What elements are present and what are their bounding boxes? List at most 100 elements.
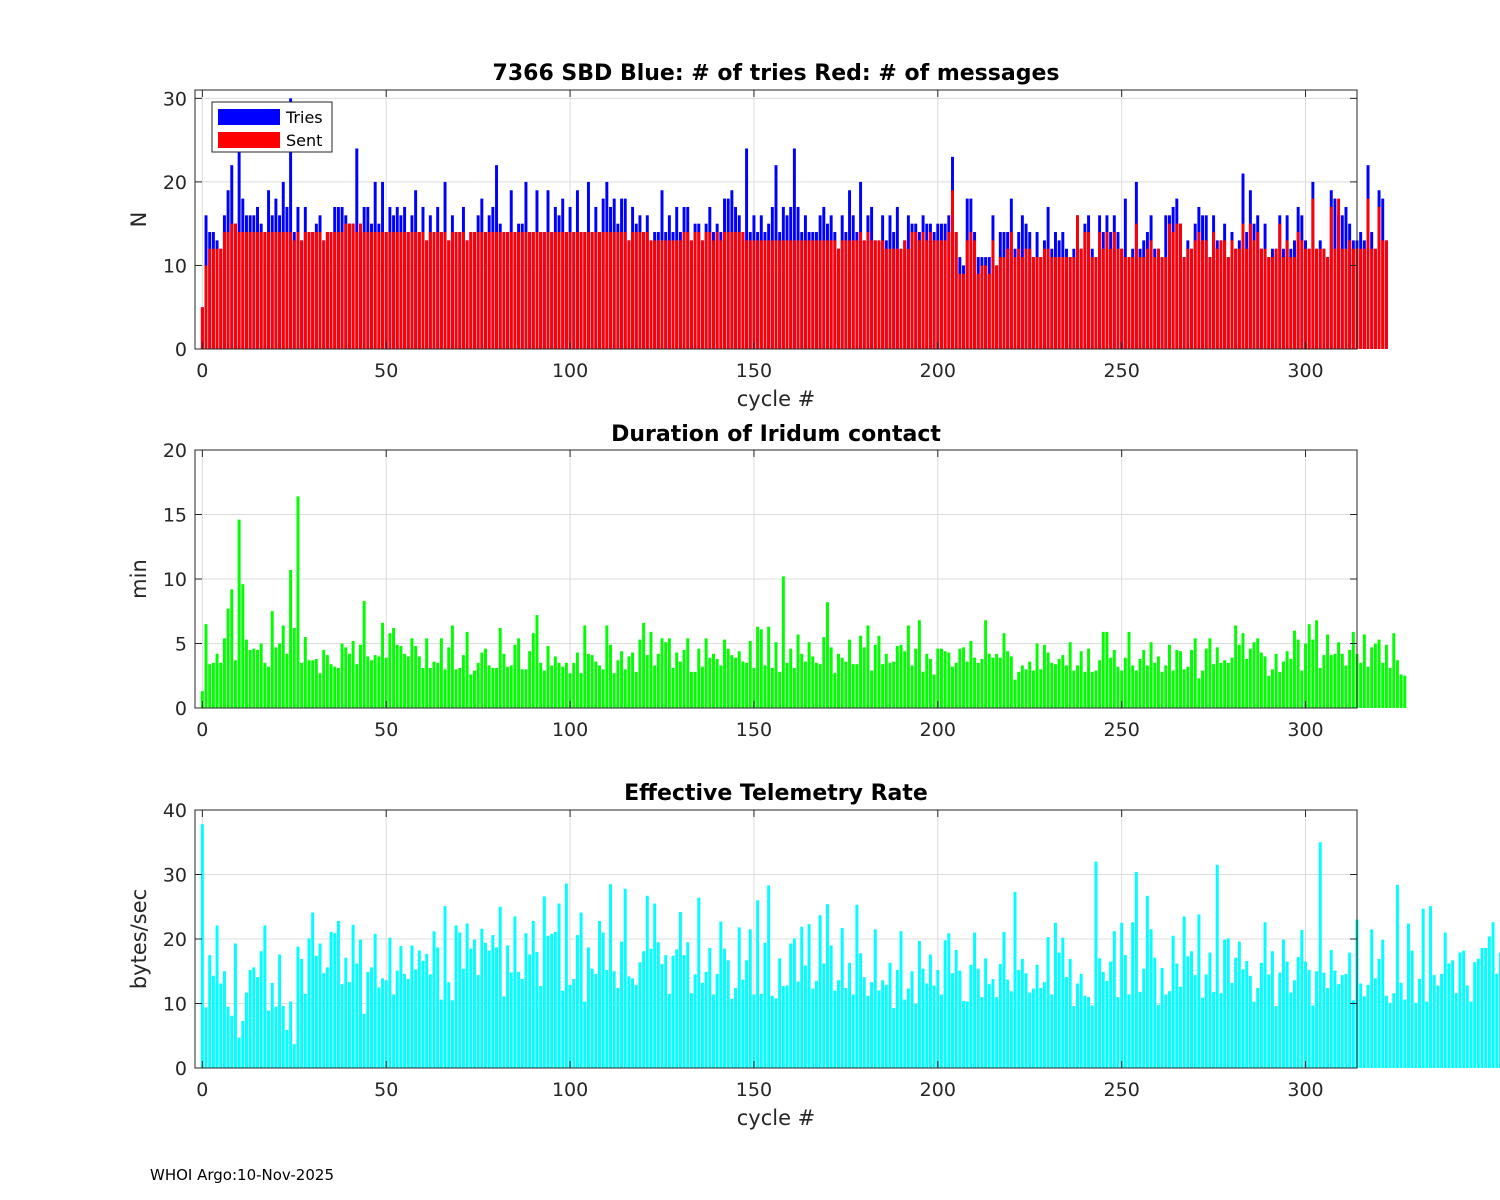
sent-bar: [1351, 248, 1355, 349]
duration-bar: [973, 657, 977, 708]
sent-bar: [274, 232, 278, 349]
rate-bar: [1083, 995, 1087, 1068]
duration-bar: [1219, 662, 1223, 708]
sent-bar: [1322, 248, 1326, 349]
sent-bar: [814, 240, 818, 349]
sent-bar: [620, 232, 624, 349]
rate-bar: [987, 984, 991, 1068]
rate-bar: [932, 985, 936, 1068]
sent-bar: [1190, 248, 1193, 349]
sent-bar: [557, 232, 561, 349]
duration-bar: [414, 646, 418, 708]
rate-bar: [892, 1008, 896, 1068]
duration-bar: [1017, 671, 1021, 708]
rate-bar: [1079, 973, 1083, 1068]
rate-bar: [303, 993, 307, 1068]
sent-bar: [1017, 248, 1021, 349]
duration-bar: [517, 638, 521, 708]
rate-bar: [1193, 975, 1197, 1068]
sent-bar: [1031, 257, 1035, 349]
sent-bar: [300, 240, 304, 349]
duration-bar: [336, 668, 340, 708]
duration-bar: [469, 674, 473, 708]
sent-bar: [417, 232, 421, 349]
rate-bar: [506, 945, 510, 1068]
sent-bar: [770, 240, 774, 349]
rate-bar: [1315, 971, 1319, 1068]
duration-bar: [406, 656, 410, 708]
sent-bar: [1087, 232, 1091, 349]
rate-bar: [1436, 985, 1440, 1068]
sent-bar: [421, 232, 425, 349]
sent-bar: [370, 232, 373, 349]
duration-bar: [601, 669, 605, 708]
sent-bar: [1090, 257, 1094, 349]
rate-bar: [642, 951, 646, 1068]
sent-bar: [200, 307, 204, 349]
rate-bar: [1304, 961, 1307, 1068]
duration-bar: [1171, 670, 1175, 708]
rate-bar: [1373, 978, 1377, 1068]
rate-bar: [605, 969, 609, 1068]
sent-bar: [1300, 240, 1304, 349]
sent-bar: [947, 232, 951, 349]
sent-bar: [734, 232, 738, 349]
duration-bar: [1241, 633, 1245, 708]
sent-bar: [1329, 206, 1333, 349]
rate-bar: [726, 960, 730, 1068]
duration-bar: [399, 646, 403, 708]
rate-bar: [1160, 968, 1164, 1068]
sent-bar: [844, 240, 848, 349]
sent-bar: [873, 240, 877, 349]
rate-bar: [292, 1044, 296, 1068]
rate-bar: [366, 971, 370, 1068]
duration-bar: [612, 673, 616, 708]
rate-bar: [682, 955, 686, 1068]
duration-bar: [531, 633, 535, 708]
rate-bar: [1042, 982, 1046, 1068]
rate-bar: [653, 903, 657, 1068]
rate-bar: [381, 978, 385, 1068]
duration-bar: [1377, 639, 1381, 708]
duration-bar: [792, 668, 796, 708]
rate-bar: [708, 948, 712, 1068]
rate-bar: [612, 971, 616, 1068]
sent-bar: [1186, 248, 1190, 349]
duration-bar: [998, 657, 1002, 708]
rate-bar: [1201, 997, 1205, 1068]
rate-bar: [480, 928, 484, 1068]
rate-bar: [1326, 988, 1330, 1068]
duration-bar: [248, 649, 252, 708]
rate-bar: [818, 915, 822, 1068]
rate-bar: [1274, 1006, 1278, 1068]
duration-bar: [873, 644, 877, 708]
sent-bar: [1156, 248, 1160, 349]
duration-bar: [623, 669, 627, 708]
sent-bar: [763, 240, 767, 349]
sent-bar: [833, 240, 837, 349]
sent-bar: [594, 232, 598, 349]
duration-bar: [1105, 631, 1109, 708]
sent-bar: [498, 232, 502, 349]
rate-bar: [995, 997, 999, 1068]
sent-bar: [219, 248, 223, 349]
duration-bar: [1201, 670, 1205, 708]
duration-bar: [1322, 655, 1326, 708]
rate-bar: [546, 935, 550, 1068]
duration-bar: [1226, 662, 1230, 708]
sent-bar: [612, 232, 616, 349]
sent-bar: [1079, 248, 1083, 349]
duration-bar: [767, 626, 771, 708]
rate-bar: [487, 950, 491, 1068]
sent-bar: [969, 232, 973, 349]
rate-bar: [524, 933, 528, 1068]
duration-bar: [1348, 649, 1352, 708]
duration-bar: [432, 661, 436, 708]
duration-bar: [362, 600, 366, 708]
rate-bar: [1116, 997, 1120, 1068]
sent-bar: [1105, 232, 1109, 349]
rate-bar: [697, 897, 701, 1068]
sent-bar: [1050, 257, 1054, 349]
duration-bar: [417, 656, 421, 708]
duration-bar: [1050, 662, 1054, 708]
